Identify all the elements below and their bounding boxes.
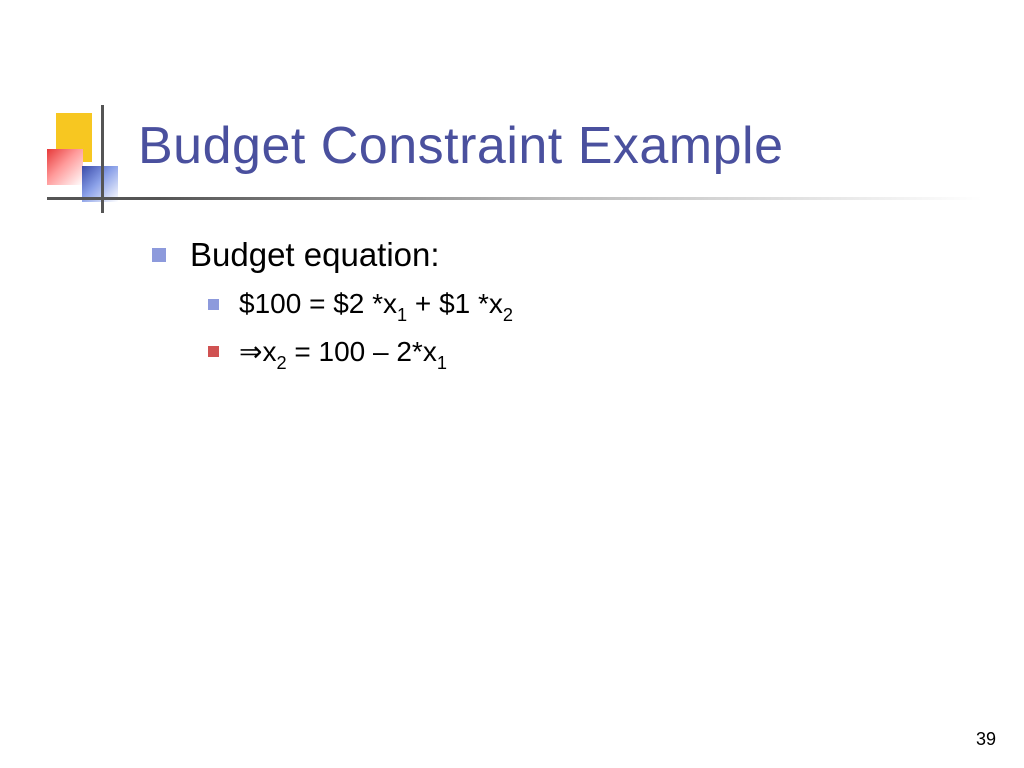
square-bullet-icon [152,248,166,262]
slide-title: Budget Constraint Example [138,116,784,176]
bullet-level1-text: Budget equation: [190,236,440,274]
slide: Budget Constraint Example Budget equatio… [0,0,1024,768]
title-decor [47,113,103,198]
page-number: 39 [976,729,996,750]
bullet-level2-item: $100 = $2 *x1 + $1 *x2 [208,288,513,325]
bullet-level2-text: $100 = $2 *x1 + $1 *x2 [239,288,513,325]
bullet-level2-text: ⇒x2 = 100 – 2*x1 [239,335,447,373]
bullet-level1: Budget equation: [152,236,513,274]
slide-content: Budget equation: $100 = $2 *x1 + $1 *x2 … [152,236,513,382]
bullet-level2-item: ⇒x2 = 100 – 2*x1 [208,335,513,373]
decor-red-square [47,149,83,185]
square-bullet-icon [208,346,219,357]
square-bullet-icon [208,299,219,310]
title-underline [47,197,982,200]
